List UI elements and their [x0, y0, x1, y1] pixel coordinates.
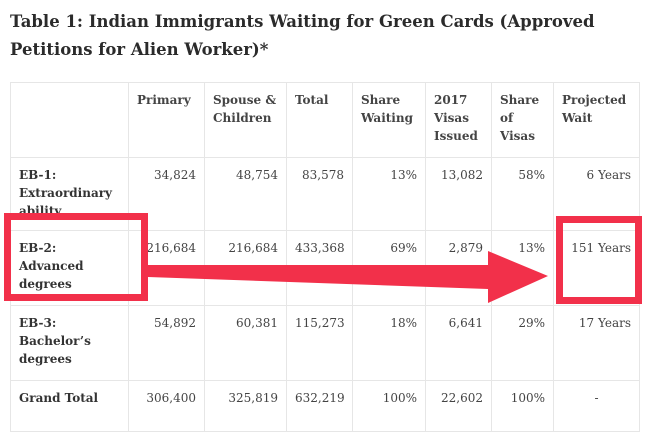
- cell-projected-wait: -: [553, 380, 640, 432]
- header-row: Primary Spouse & Children Total Share Wa…: [10, 82, 640, 158]
- cell-primary: 54,892: [128, 305, 205, 381]
- row-label-grand-total: Grand Total: [10, 380, 129, 432]
- column-header-primary: Primary: [128, 82, 205, 158]
- cell-share-of-visas: 100%: [491, 380, 554, 432]
- cell-spouse-children: 48,754: [204, 157, 287, 231]
- table-row: Grand Total 306,400 325,819 632,219 100%…: [10, 380, 640, 432]
- cell-spouse-children: 325,819: [204, 380, 287, 432]
- cell-visas-issued: 2,879: [425, 230, 492, 306]
- cell-share-waiting: 100%: [352, 380, 426, 432]
- cell-primary: 306,400: [128, 380, 205, 432]
- cell-total: 433,368: [286, 230, 353, 306]
- cell-share-of-visas: 58%: [491, 157, 554, 231]
- highlight-box-eb2: [4, 213, 148, 301]
- cell-visas-issued: 13,082: [425, 157, 492, 231]
- cell-total: 632,219: [286, 380, 353, 432]
- table-title: Table 1: Indian Immigrants Waiting for G…: [10, 12, 595, 59]
- column-header-share-of-visas: Share of Visas: [491, 82, 554, 158]
- row-label-eb3: EB-3: Bachelor’s degrees: [10, 305, 129, 381]
- table-row: EB-3: Bachelor’s degrees 54,892 60,381 1…: [10, 305, 640, 381]
- highlight-box-projected-wait: [556, 216, 642, 304]
- cell-share-waiting: 18%: [352, 305, 426, 381]
- cell-share-waiting: 13%: [352, 157, 426, 231]
- cell-projected-wait: 17 Years: [553, 305, 640, 381]
- column-header-total: Total: [286, 82, 353, 158]
- column-header-share-waiting: Share Waiting: [352, 82, 426, 158]
- column-header-category: [10, 82, 129, 158]
- cell-total: 83,578: [286, 157, 353, 231]
- cell-share-waiting: 69%: [352, 230, 426, 306]
- cell-projected-wait: 151 Years: [553, 230, 640, 306]
- column-header-projected-wait: Projected Wait: [553, 82, 640, 158]
- cell-spouse-children: 60,381: [204, 305, 287, 381]
- column-header-visas-issued: 2017 Visas Issued: [425, 82, 492, 158]
- cell-share-of-visas: 29%: [491, 305, 554, 381]
- cell-visas-issued: 22,602: [425, 380, 492, 432]
- cell-visas-issued: 6,641: [425, 305, 492, 381]
- cell-spouse-children: 216,684: [204, 230, 287, 306]
- cell-total: 115,273: [286, 305, 353, 381]
- column-header-spouse-children: Spouse & Children: [204, 82, 287, 158]
- row-label-eb2: EB-2: Advanced degrees: [10, 230, 129, 306]
- cell-share-of-visas: 13%: [491, 230, 554, 306]
